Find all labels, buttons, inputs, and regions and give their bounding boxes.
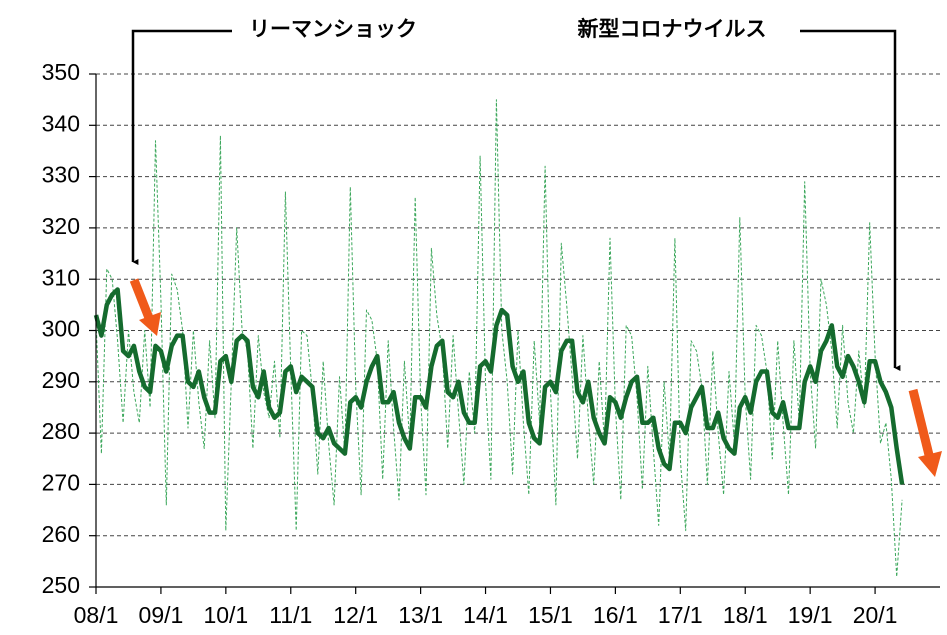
- trend-arrow: [908, 388, 942, 477]
- y-tick-label: 340: [42, 110, 80, 136]
- grid: [96, 73, 940, 588]
- x-tick-label: 09/1: [139, 602, 184, 628]
- annotation: 新型コロナウイルス: [578, 17, 767, 41]
- trend-arrow: [129, 278, 161, 336]
- y-tick-label: 280: [42, 418, 80, 444]
- x-tick-label: 15/1: [528, 602, 573, 628]
- x-tick-label: 13/1: [398, 602, 443, 628]
- y-tick-label: 310: [42, 264, 80, 290]
- annotation-arrow: [800, 29, 901, 371]
- annotation: リーマンショック: [249, 17, 417, 41]
- x-tick-label: 12/1: [333, 602, 378, 628]
- y-tick-label: 260: [42, 521, 80, 547]
- series-line: [93, 287, 905, 485]
- x-tick-label: 14/1: [463, 602, 508, 628]
- x-tick-label: 10/1: [203, 602, 248, 628]
- x-tick-label: 19/1: [788, 602, 833, 628]
- y-tick-label: 350: [42, 59, 80, 85]
- y-tick-label: 270: [42, 469, 80, 495]
- x-tick-label: 20/1: [853, 602, 898, 628]
- x-tick-label: 17/1: [658, 602, 703, 628]
- x-tick-label: 16/1: [593, 602, 638, 628]
- y-tick-label: 290: [42, 367, 80, 393]
- annotation-arrow: [131, 29, 232, 265]
- series-line: [95, 99, 903, 578]
- x-tick-label: 11/1: [269, 602, 312, 628]
- y-tick-label: 300: [42, 316, 80, 342]
- y-tick-label: 250: [42, 572, 80, 598]
- x-tick-label: 08/1: [74, 602, 119, 628]
- y-tick-label: 330: [42, 162, 80, 188]
- y-tick-label: 320: [42, 213, 80, 239]
- x-tick-label: 18/1: [723, 602, 768, 628]
- lines: [93, 99, 905, 578]
